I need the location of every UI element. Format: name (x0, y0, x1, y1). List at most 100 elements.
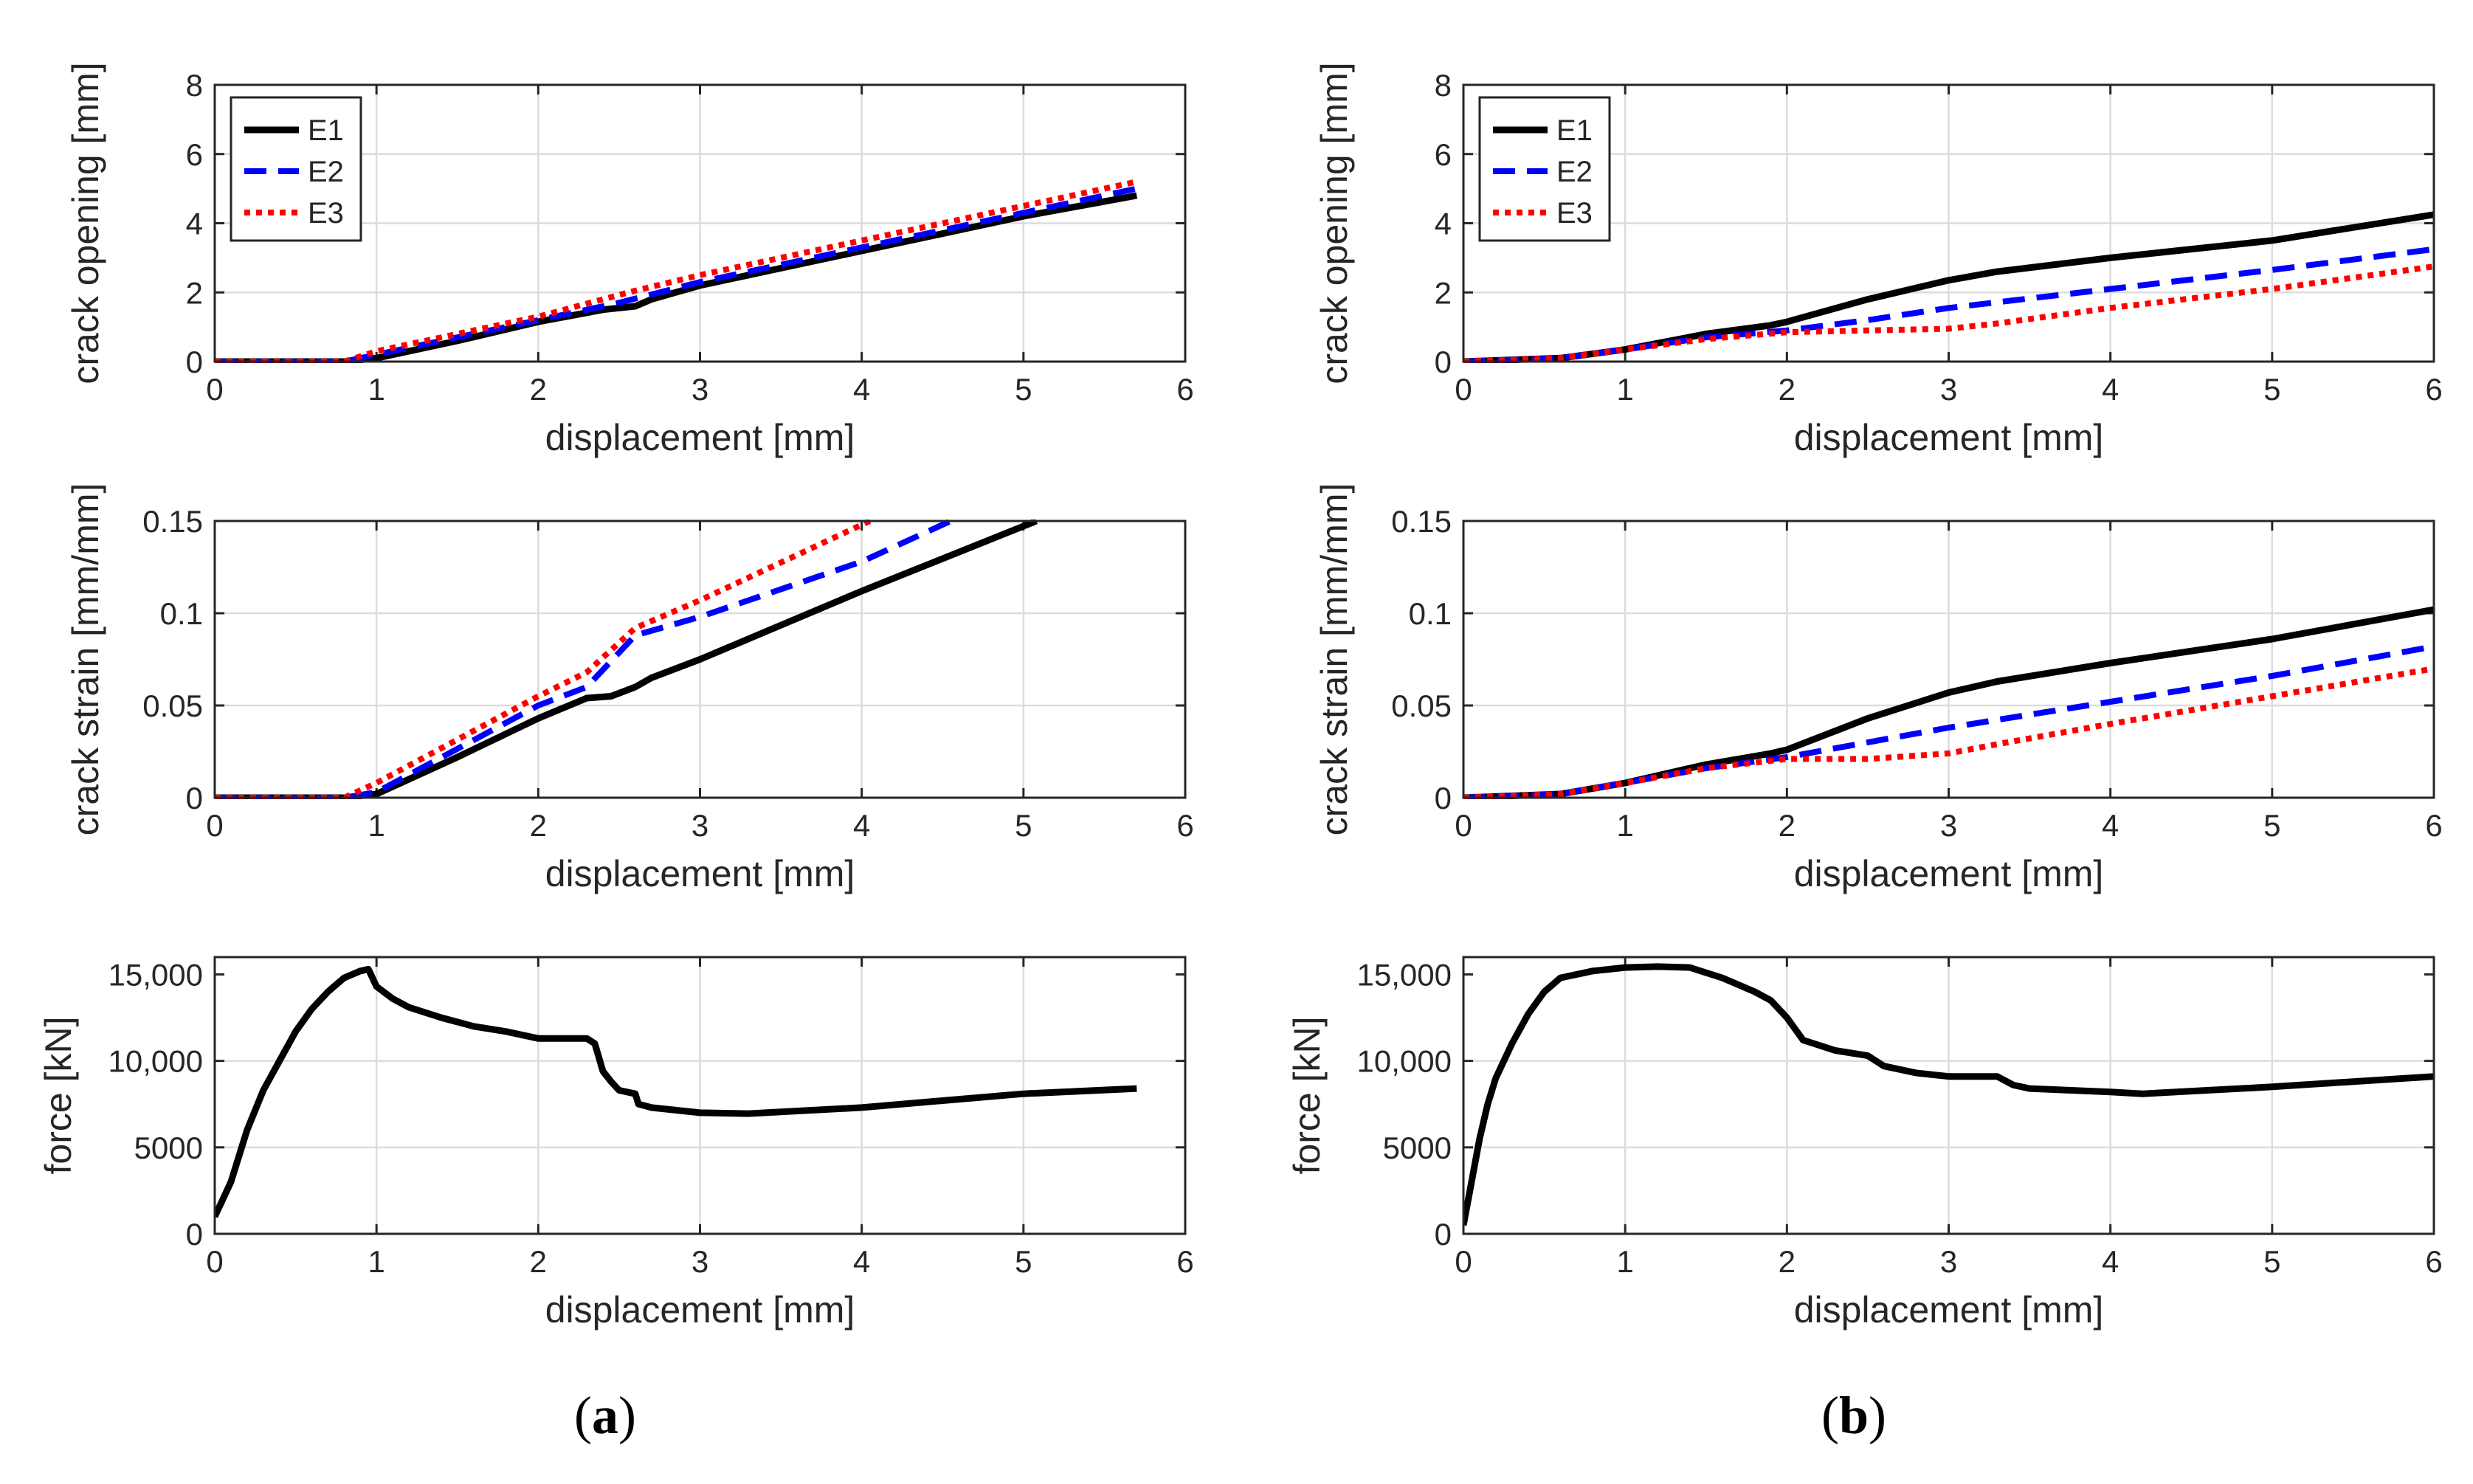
x-tick-label: 3 (1940, 1244, 1957, 1279)
x-tick-label: 6 (2425, 372, 2442, 407)
y-axis-label: force [kN] (1286, 1017, 1328, 1175)
y-tick-label: 0 (1435, 345, 1452, 379)
legend-label-e3: E3 (1556, 197, 1593, 229)
x-tick-label: 0 (206, 808, 223, 843)
y-tick-label: 0 (186, 345, 203, 379)
chart-b-crack-opening: 0 1 2 3 4 5 6 0 2 4 6 8 displacement [mm] crack openi… (1314, 62, 2443, 458)
series-line-e2 (215, 520, 952, 799)
x-tick-label: 2 (1779, 808, 1796, 843)
x-tick-label: 5 (1015, 1244, 1032, 1279)
y-tick-label: 0.15 (1391, 504, 1452, 539)
x-tick-label: 6 (1176, 1244, 1193, 1279)
x-tick-label: 5 (1015, 808, 1032, 843)
y-axis-label: force [kN] (38, 1017, 79, 1175)
y-tick-label: 0 (1435, 1217, 1452, 1252)
x-axis-label: displacement [mm] (545, 417, 855, 458)
x-tick-label: 6 (2425, 808, 2442, 843)
x-axis-label: displacement [mm] (545, 853, 855, 894)
y-tick-label: 0 (186, 781, 203, 815)
x-tick-label: 1 (1616, 372, 1633, 407)
x-tick-label: 0 (1455, 808, 1472, 843)
axes-frame (1462, 520, 2435, 799)
y-tick-label: 15,000 (1357, 957, 1452, 992)
legend-label-e2: E2 (1556, 156, 1593, 188)
x-tick-label: 4 (853, 1244, 870, 1279)
y-tick-label: 6 (1435, 137, 1452, 172)
x-tick-label: 4 (2102, 1244, 2119, 1279)
series-line-e1 (215, 965, 1137, 1218)
x-tick-label: 5 (2263, 372, 2280, 407)
axes-frame (213, 956, 1187, 1235)
y-axis-label: crack strain [mm/mm] (1314, 483, 1355, 836)
chart-b-force: 0 1 2 3 4 5 6 0 5000 10,000 15,000 displacement [mm… (1286, 956, 2443, 1331)
series-line-e3 (215, 179, 1138, 363)
x-tick-label: 2 (530, 1244, 547, 1279)
panel-label-a: (a) (574, 1386, 636, 1445)
y-tick-label: 5000 (1383, 1131, 1452, 1165)
y-axis-label: crack strain [mm/mm] (65, 483, 106, 836)
y-tick-label: 0 (1435, 781, 1452, 815)
x-tick-label: 1 (1616, 808, 1633, 843)
y-tick-label: 15,000 (108, 957, 203, 992)
series-line-e2 (215, 185, 1138, 363)
series-line-e2 (1463, 246, 2434, 363)
x-tick-label: 3 (691, 1244, 708, 1279)
series-line-e1 (1463, 963, 2434, 1226)
x-tick-label: 6 (1176, 372, 1193, 407)
y-tick-label: 4 (186, 207, 203, 241)
y-tick-label: 2 (1435, 275, 1452, 310)
y-tick-label: 0.15 (142, 504, 203, 539)
x-tick-label: 6 (1176, 808, 1193, 843)
y-axis-label: crack opening [mm] (1314, 62, 1355, 384)
y-tick-label: 0.05 (142, 688, 203, 723)
axes-frame (213, 83, 1187, 363)
chart-a-crack-strain: 0 1 2 3 4 5 6 0 0.05 0.1 0.15 displacement [mm] crac… (65, 483, 1194, 894)
legend-label-e1: E1 (1556, 114, 1593, 147)
x-tick-label: 1 (1616, 1244, 1633, 1279)
legend: E1 E2 E3 (230, 96, 362, 242)
chart-b-crack-strain: 0 1 2 3 4 5 6 0 0.05 0.1 0.15 displacement [mm] crac… (1314, 483, 2443, 894)
x-tick-label: 1 (368, 1244, 384, 1279)
x-tick-label: 5 (1015, 372, 1032, 407)
x-tick-label: 4 (2102, 808, 2119, 843)
x-tick-label: 4 (2102, 372, 2119, 407)
axes-frame (1462, 83, 2435, 363)
y-tick-label: 10,000 (1357, 1044, 1452, 1079)
y-axis-label: crack opening [mm] (65, 62, 106, 384)
x-tick-label: 2 (1779, 1244, 1796, 1279)
x-tick-label: 4 (853, 808, 870, 843)
y-tick-label: 0.1 (160, 596, 203, 631)
chart-a-crack-opening: 0 1 2 3 4 5 6 0 2 4 6 8 displacement [mm] crack openi… (65, 62, 1194, 458)
legend-label-e1: E1 (308, 114, 344, 147)
x-tick-label: 3 (691, 808, 708, 843)
series-line-e3 (215, 520, 872, 799)
axes-frame (1462, 956, 2435, 1235)
legend-label-e3: E3 (308, 197, 344, 229)
y-tick-label: 0 (186, 1217, 203, 1252)
x-tick-label: 3 (691, 372, 708, 407)
x-tick-label: 2 (530, 808, 547, 843)
x-axis-label: displacement [mm] (1794, 417, 2104, 458)
y-tick-label: 4 (1435, 207, 1452, 241)
y-tick-label: 6 (186, 137, 203, 172)
y-tick-label: 5000 (134, 1131, 203, 1165)
legend: E1 E2 E3 (1478, 96, 1611, 242)
series-line-e3 (1463, 263, 2434, 363)
x-tick-label: 1 (368, 372, 384, 407)
x-axis-label: displacement [mm] (545, 1289, 855, 1331)
y-tick-label: 8 (1435, 68, 1452, 103)
x-tick-label: 2 (1779, 372, 1796, 407)
x-tick-label: 3 (1940, 372, 1957, 407)
x-axis-label: displacement [mm] (1794, 853, 2104, 894)
x-tick-label: 1 (368, 808, 384, 843)
x-tick-label: 5 (2263, 808, 2280, 843)
axes-frame (213, 520, 1187, 799)
legend-label-e2: E2 (308, 156, 344, 188)
x-tick-label: 5 (2263, 1244, 2280, 1279)
series-line-e3 (1463, 666, 2434, 799)
y-tick-label: 0.1 (1409, 596, 1452, 631)
y-tick-label: 0.05 (1391, 688, 1452, 723)
x-tick-label: 0 (206, 1244, 223, 1279)
x-tick-label: 0 (206, 372, 223, 407)
